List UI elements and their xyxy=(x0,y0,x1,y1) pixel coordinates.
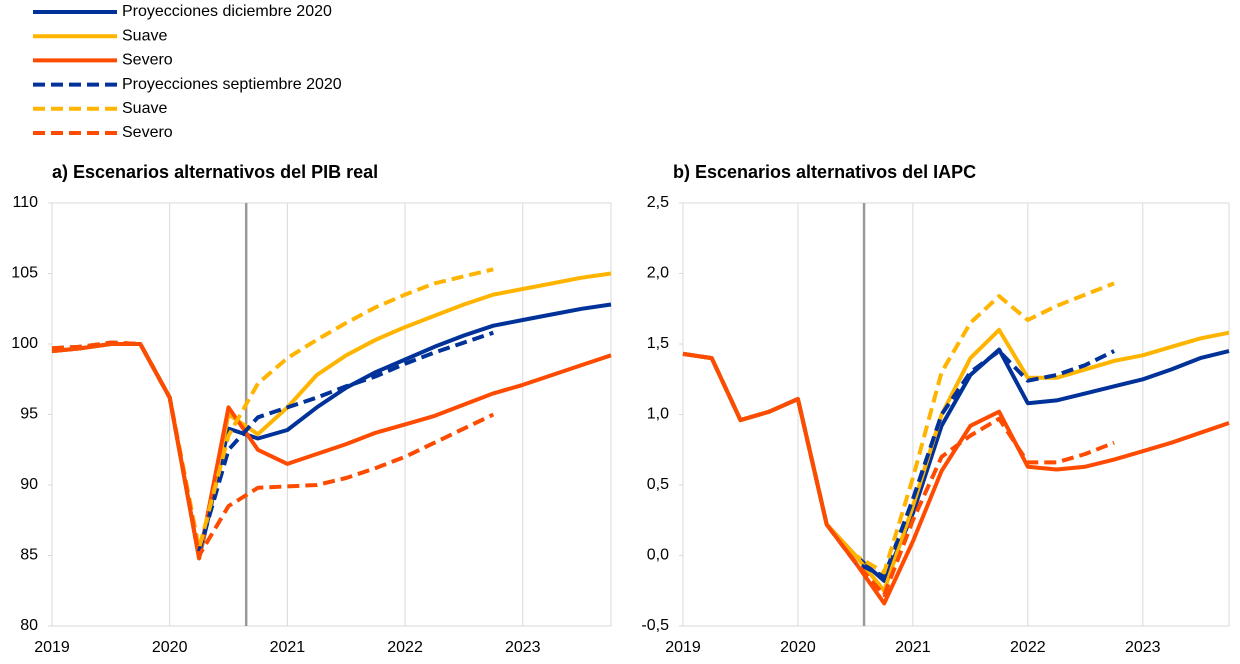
y-tick-label: 2,5 xyxy=(647,194,669,211)
plot-frame xyxy=(51,202,612,627)
x-tick-label: 2023 xyxy=(1125,639,1161,656)
y-tick-label: 105 xyxy=(11,265,38,282)
y-tick-label: -0,5 xyxy=(641,617,669,634)
legend-label: Proyecciones diciembre 2020 xyxy=(122,3,332,20)
y-tick-label: 110 xyxy=(12,194,38,211)
series-line xyxy=(51,330,494,554)
legend-label: Suave xyxy=(122,100,167,117)
legend-label: Severo xyxy=(122,52,173,69)
series-line xyxy=(51,267,494,551)
y-tick-label: 2,0 xyxy=(647,265,669,282)
legend-label: Proyecciones septiembre 2020 xyxy=(122,76,342,93)
x-tick-label: 2023 xyxy=(505,639,541,656)
series-line xyxy=(51,271,612,561)
chart-title: a) Escenarios alternativos del PIB real xyxy=(52,162,378,182)
x-tick-label: 2022 xyxy=(1010,639,1046,656)
chart-title: b) Escenarios alternativos del IAPC xyxy=(673,162,976,182)
y-tick-label: 0,0 xyxy=(647,547,669,564)
series-line xyxy=(682,351,1115,597)
series-line xyxy=(682,327,1230,593)
x-tick-label: 2020 xyxy=(152,639,188,656)
y-tick-label: 80 xyxy=(20,617,38,634)
series-line xyxy=(682,281,1115,575)
x-tick-label: 2019 xyxy=(665,639,701,656)
y-tick-label: 1,0 xyxy=(647,406,669,423)
x-tick-label: 2022 xyxy=(387,639,423,656)
x-tick-label: 2020 xyxy=(780,639,816,656)
y-tick-label: 90 xyxy=(20,476,38,493)
series-line xyxy=(51,342,612,561)
y-tick-label: 0,5 xyxy=(647,476,669,493)
x-tick-label: 2021 xyxy=(895,639,931,656)
y-tick-label: 85 xyxy=(20,547,38,564)
y-tick-label: 100 xyxy=(11,335,38,352)
x-tick-label: 2019 xyxy=(34,639,70,656)
legend-label: Severo xyxy=(122,124,173,141)
x-tick-label: 2021 xyxy=(270,639,306,656)
legend-label: Suave xyxy=(122,27,167,44)
y-tick-label: 95 xyxy=(20,406,38,423)
y-tick-label: 1,5 xyxy=(647,335,669,352)
series-line xyxy=(51,340,495,558)
